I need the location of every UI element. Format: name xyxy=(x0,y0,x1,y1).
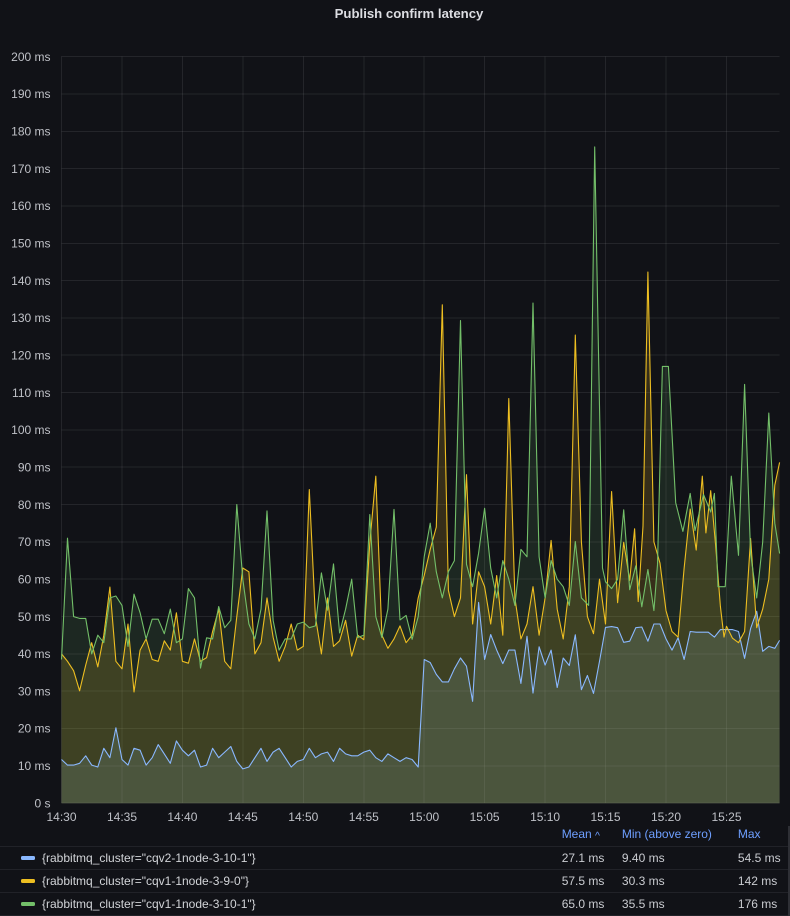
svg-text:170 ms: 170 ms xyxy=(11,162,50,176)
svg-text:160 ms: 160 ms xyxy=(11,199,50,213)
svg-text:190 ms: 190 ms xyxy=(11,87,50,101)
svg-text:70 ms: 70 ms xyxy=(18,535,51,549)
svg-text:130 ms: 130 ms xyxy=(11,311,50,325)
svg-text:180 ms: 180 ms xyxy=(11,125,50,139)
svg-text:150 ms: 150 ms xyxy=(11,236,50,250)
svg-text:14:35: 14:35 xyxy=(107,810,137,824)
svg-text:15:05: 15:05 xyxy=(470,810,500,824)
svg-text:60 ms: 60 ms xyxy=(18,572,51,586)
svg-text:15:25: 15:25 xyxy=(711,810,741,824)
svg-text:110 ms: 110 ms xyxy=(12,386,50,400)
svg-text:120 ms: 120 ms xyxy=(11,348,50,362)
svg-text:15:15: 15:15 xyxy=(590,810,620,824)
svg-text:14:55: 14:55 xyxy=(349,810,379,824)
svg-text:0 s: 0 s xyxy=(34,796,50,810)
svg-text:80 ms: 80 ms xyxy=(18,498,51,512)
svg-text:140 ms: 140 ms xyxy=(11,274,50,288)
svg-text:14:50: 14:50 xyxy=(288,810,318,824)
svg-text:15:00: 15:00 xyxy=(409,810,439,824)
svg-text:14:30: 14:30 xyxy=(46,810,76,824)
svg-text:90 ms: 90 ms xyxy=(18,460,51,474)
svg-text:30 ms: 30 ms xyxy=(18,684,51,698)
svg-text:14:40: 14:40 xyxy=(167,810,197,824)
svg-text:40 ms: 40 ms xyxy=(18,647,51,661)
svg-text:100 ms: 100 ms xyxy=(11,423,50,437)
svg-text:15:20: 15:20 xyxy=(651,810,681,824)
svg-text:10 ms: 10 ms xyxy=(18,759,51,773)
svg-text:50 ms: 50 ms xyxy=(18,610,51,624)
svg-text:15:10: 15:10 xyxy=(530,810,560,824)
svg-text:200 ms: 200 ms xyxy=(11,50,50,64)
svg-text:20 ms: 20 ms xyxy=(18,722,51,736)
svg-text:14:45: 14:45 xyxy=(228,810,258,824)
